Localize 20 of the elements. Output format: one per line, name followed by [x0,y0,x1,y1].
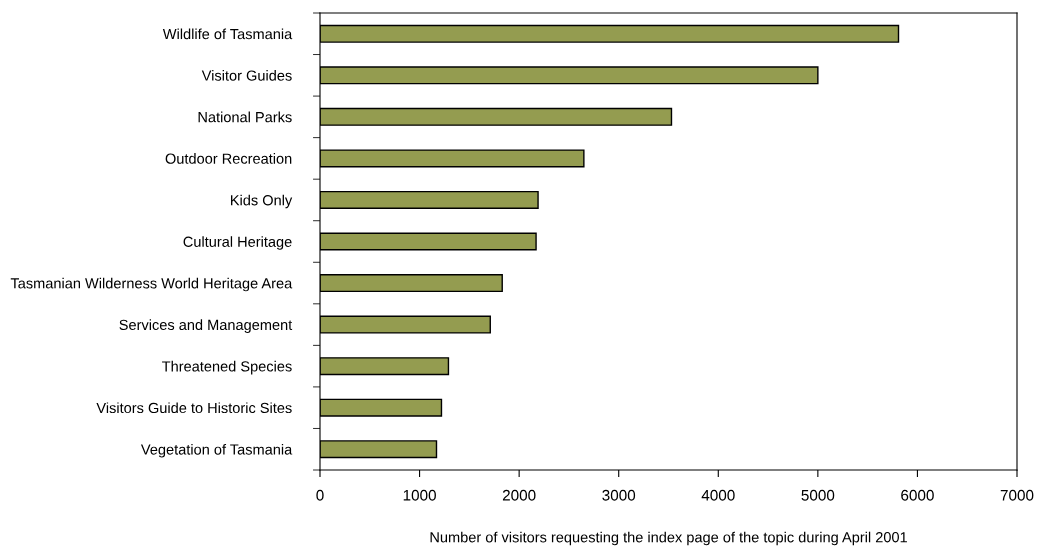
x-tick-label: 6000 [901,489,934,501]
x-tick-label: 1000 [403,489,436,501]
y-tick-label: Services and Management [119,319,293,333]
y-tick-label: Vegetation of Tasmania [140,443,293,458]
y-tick-label: Visitors Guide to Historic Sites [96,402,292,414]
x-tick-label: 5000 [801,489,835,501]
y-tick-label: Threatened Species [162,360,292,375]
y-tick-label: Visitor Guides [201,70,292,81]
x-tick-label: 0 [316,489,324,501]
x-tick-label: 2000 [502,489,536,501]
y-tick-label: Tasmanian Wilderness World Heritage Area [10,277,293,292]
y-tick-label: Cultural Heritage [183,236,292,250]
y-tick-label: Outdoor Recreation [165,153,292,164]
x-axis-title: Number of visitors requesting the index page of the topic during April 2001 [430,531,907,546]
x-tick-label: 4000 [701,489,735,501]
y-tick-label: Kids Only [231,194,293,209]
x-tick-label: 3000 [602,489,636,501]
x-tick-label: 7000 [1000,489,1034,501]
y-tick-label: Wildlife of Tasmania [162,28,293,40]
y-tick-label: National Parks [198,111,292,123]
